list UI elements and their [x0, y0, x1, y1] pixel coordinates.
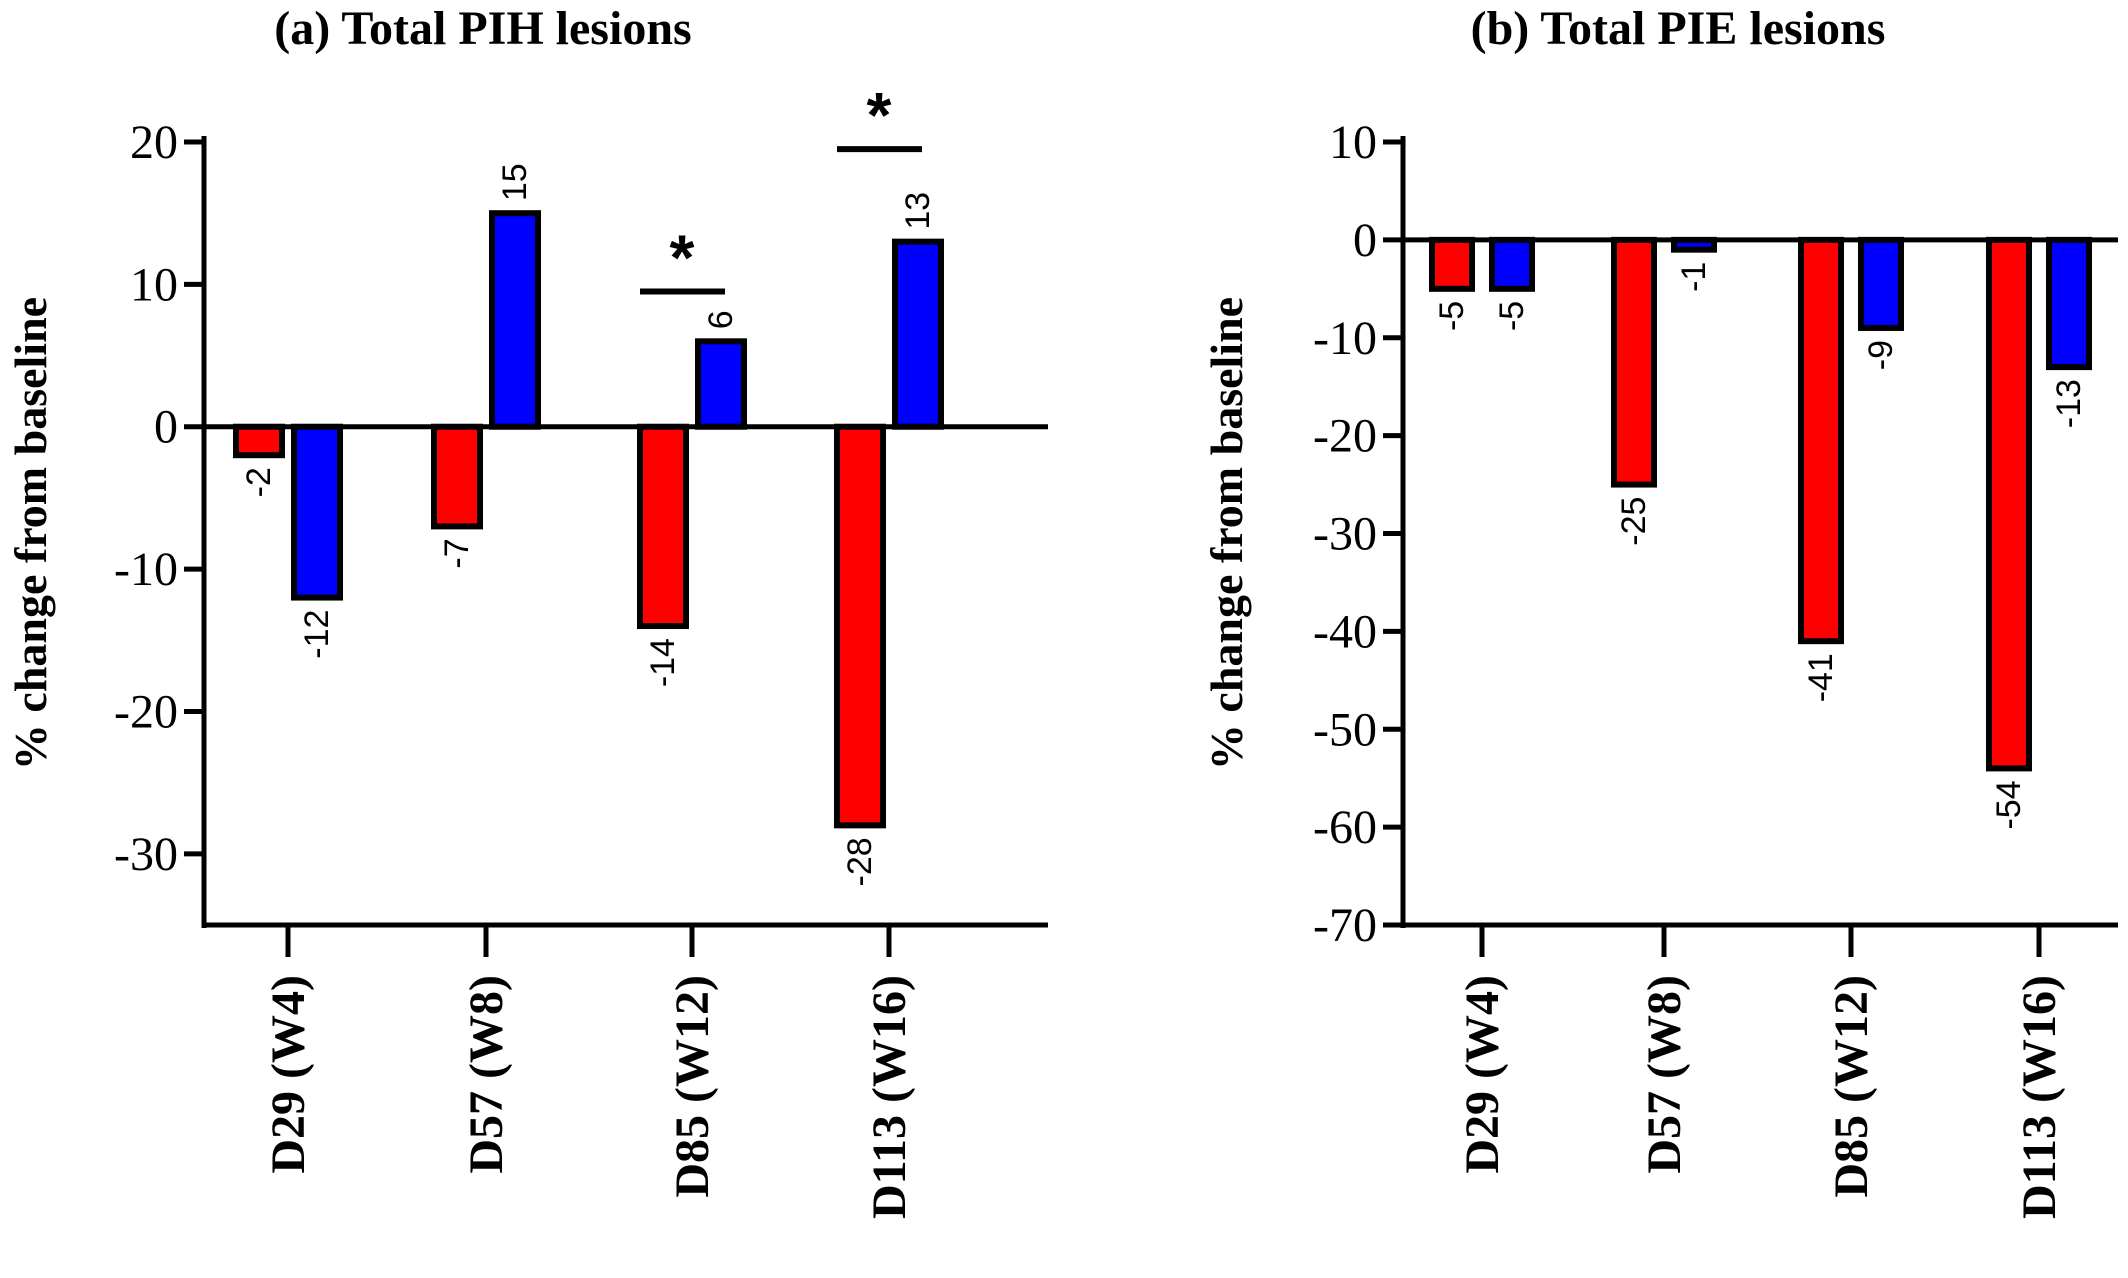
bar-b-s2-3: [2046, 236, 2092, 371]
chart-title-a: (a) Total PIH lesions: [274, 2, 691, 55]
data-label-a-s1-0: -2: [240, 467, 278, 497]
x-tick-label-a-0: D29 (W4): [262, 975, 315, 1174]
x-tick-label-b-3: D113 (W16): [2013, 975, 2066, 1219]
data-label-b-s1-0: -5: [1433, 301, 1471, 331]
y-tick-label-b--10: -10: [1313, 312, 1377, 365]
data-label-a-s2-2: 6: [702, 310, 740, 329]
x-tick-label-a-2: D85 (W12): [666, 975, 719, 1198]
bar-a-s1-2: [637, 423, 689, 630]
bar-a-s1-0: [233, 423, 285, 459]
bar-b-s1-0: [1429, 236, 1475, 292]
chart-panel-b: (b) Total PIE lesions % change from basel…: [1201, 2, 2118, 1219]
y-tick-label-b--60: -60: [1313, 801, 1377, 854]
chart-panel-a: (a) Total PIH lesions % change from basel…: [5, 2, 1048, 1219]
bar-b-s1-1: [1611, 236, 1657, 488]
bar-a-s1-3: [834, 423, 886, 829]
y-axis-label-a: % change from baseline: [5, 297, 56, 770]
data-label-a-s2-1: 15: [496, 163, 534, 201]
y-tick-label-b--50: -50: [1313, 703, 1377, 756]
y-tick-label-b-0: 0: [1353, 214, 1377, 267]
bar-b-s2-2: [1858, 236, 1904, 331]
data-label-a-s2-0: -12: [298, 610, 336, 659]
y-tick-label-b--40: -40: [1313, 605, 1377, 658]
y-axis-label-b: % change from baseline: [1201, 297, 1252, 770]
data-label-b-s2-1: -1: [1675, 262, 1713, 292]
y-tick-label-a--10: -10: [114, 543, 178, 596]
bar-a-s2-3: [892, 238, 944, 430]
y-tick-label-b-10: 10: [1329, 116, 1377, 169]
x-tick-label-b-2: D85 (W12): [1825, 975, 1878, 1198]
bar-a-s1-1: [431, 423, 483, 530]
data-label-b-s1-3: -54: [1990, 780, 2028, 829]
x-tick-label-a-3: D113 (W16): [863, 975, 916, 1219]
data-label-a-s1-2: -14: [644, 638, 682, 687]
y-tick-label-b--30: -30: [1313, 508, 1377, 561]
bar-a-s2-1: [489, 210, 541, 430]
bar-b-s2-0: [1489, 236, 1535, 292]
y-tick-label-a-20: 20: [130, 116, 178, 169]
chart-title-b: (b) Total PIE lesions: [1471, 2, 1886, 55]
y-tick-label-b--20: -20: [1313, 410, 1377, 463]
y-tick-label-a--30: -30: [114, 828, 178, 881]
x-tick-label-a-1: D57 (W8): [460, 975, 513, 1174]
x-tick-label-b-1: D57 (W8): [1638, 975, 1691, 1174]
x-tick-label-b-0: D29 (W4): [1456, 975, 1509, 1174]
data-label-a-s1-3: -28: [841, 837, 879, 886]
significance-star-a-1: *: [867, 79, 892, 151]
significance-star-a-0: *: [670, 221, 695, 293]
data-label-b-s2-3: -13: [2050, 379, 2088, 428]
data-label-b-s1-2: -41: [1802, 653, 1840, 702]
bar-b-s1-2: [1798, 236, 1844, 645]
bar-a-s2-0: [291, 423, 343, 601]
bar-a-s2-2: [695, 338, 747, 430]
y-tick-label-a-10: 10: [130, 258, 178, 311]
y-tick-label-a-0: 0: [154, 401, 178, 454]
data-label-a-s2-3: 13: [899, 192, 937, 230]
bar-b-s1-3: [1986, 236, 2032, 772]
y-tick-label-b--70: -70: [1313, 899, 1377, 952]
data-label-b-s2-0: -5: [1493, 301, 1531, 331]
data-label-b-s1-1: -25: [1615, 497, 1653, 546]
y-tick-label-a--20: -20: [114, 685, 178, 738]
data-label-b-s2-2: -9: [1862, 340, 1900, 370]
data-label-a-s1-1: -7: [438, 538, 476, 568]
